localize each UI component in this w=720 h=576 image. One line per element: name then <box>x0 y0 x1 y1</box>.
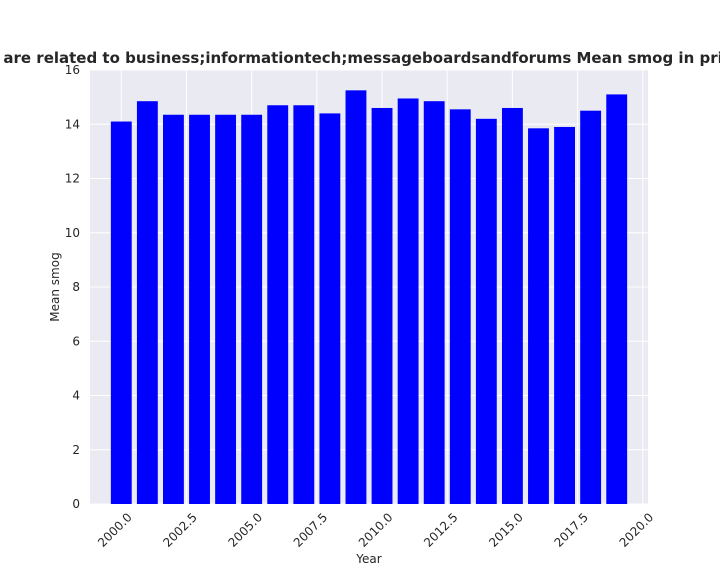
bar-2000 <box>110 121 132 504</box>
x-tick-label: 2007.5 <box>291 510 331 550</box>
y-tick-label: 8 <box>72 280 80 294</box>
x-tick-label: 2005.0 <box>226 510 266 550</box>
bars <box>110 90 628 505</box>
x-axis-ticks: 2000.0 2002.5 2005.0 2007.5 2010.0 2012.5 2015… <box>95 510 656 550</box>
y-tick-label: 0 <box>72 497 80 511</box>
bar-2015 <box>501 107 523 504</box>
x-tick-label: 2012.5 <box>421 510 461 550</box>
x-tick-label: 2020.0 <box>617 510 657 550</box>
y-tick-label: 6 <box>72 334 80 348</box>
y-tick-label: 2 <box>72 443 80 457</box>
bar-2012 <box>423 101 445 504</box>
y-tick-label: 14 <box>65 117 80 131</box>
bar-2007 <box>293 105 315 504</box>
x-tick-label: 2000.0 <box>95 510 135 550</box>
x-tick-label: 2017.5 <box>551 510 591 550</box>
bar-2002 <box>163 114 184 504</box>
bar-2013 <box>449 109 471 505</box>
bar-2003 <box>189 114 210 504</box>
y-axis-ticks: 0 2 4 6 8 10 12 14 16 <box>65 63 80 511</box>
bar-2018 <box>580 110 602 504</box>
y-tick-label: 16 <box>65 63 80 77</box>
bar-2005 <box>241 114 263 504</box>
chart-title: Categories are related to business;infor… <box>0 49 720 67</box>
bar-2014 <box>475 118 497 504</box>
x-tick-label: 2010.0 <box>356 510 396 550</box>
y-tick-label: 10 <box>65 226 80 240</box>
bar-2019 <box>606 94 628 504</box>
x-axis-label: Year <box>355 552 381 566</box>
bar-2011 <box>397 98 419 504</box>
y-tick-label: 12 <box>65 172 80 186</box>
bar-2016 <box>528 128 549 504</box>
y-axis-label: Mean smog <box>48 252 62 321</box>
bar-2010 <box>371 107 393 504</box>
bar-2004 <box>215 114 237 504</box>
bar-2006 <box>267 105 289 504</box>
y-tick-label: 4 <box>72 389 80 403</box>
x-tick-label: 2015.0 <box>486 510 526 550</box>
bar-2001 <box>136 101 158 504</box>
bar-2017 <box>554 126 575 505</box>
bar-2009 <box>345 90 367 504</box>
bar-2008 <box>319 113 341 505</box>
x-tick-label: 2002.5 <box>160 510 200 550</box>
